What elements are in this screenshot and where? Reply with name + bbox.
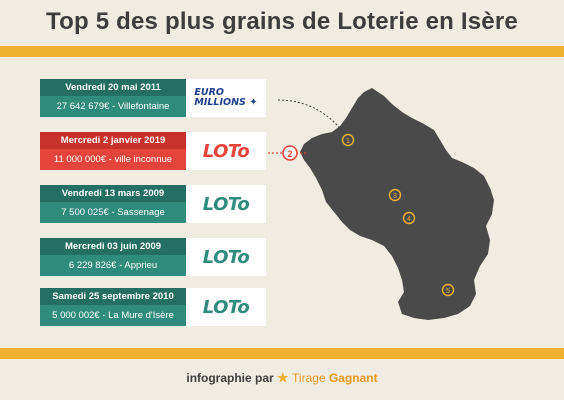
loto-logo: LOTo	[186, 288, 266, 326]
star-icon: ✦	[249, 97, 258, 108]
euromillions-logo: EURO MILLIONS ✦	[186, 79, 266, 117]
loto-logo-text: LOTo	[202, 140, 250, 162]
isere-region-shape	[300, 88, 494, 320]
top-divider-bar	[0, 46, 564, 57]
svg-text:5: 5	[446, 288, 450, 295]
loto-logo: LOTo	[186, 185, 266, 223]
svg-text:2: 2	[287, 149, 292, 159]
footer-prefix: infographie par	[186, 371, 274, 385]
card-date: Vendredi 20 mai 2011	[40, 79, 186, 96]
marker-1: 1	[341, 133, 355, 147]
marker-2: 2	[282, 145, 298, 161]
card-amount: 27 642 679€ - Villefontaine	[56, 101, 170, 112]
svg-text:4: 4	[407, 216, 411, 223]
euromillions-logo-line1: EURO	[194, 87, 224, 98]
card-date: Mercredi 03 juin 2009	[40, 238, 186, 255]
lottery-card-4: Mercredi 03 juin 2009 6 229 826€ - Appri…	[40, 238, 266, 276]
svg-text:1: 1	[346, 138, 350, 145]
card-amount: 5 000 002€ - La Mure d'Isère	[52, 310, 174, 321]
svg-text:3: 3	[393, 193, 397, 200]
footer-brand: Tirage Gagnant	[292, 371, 378, 385]
card-amount: 6 229 826€ - Apprieu	[68, 260, 158, 271]
star-icon: ★	[277, 370, 289, 385]
loto-logo-text: LOTo	[202, 193, 250, 215]
marker-4: 4	[402, 211, 416, 225]
card-amount: 7 500 025€ - Sassenage	[61, 207, 165, 218]
lottery-card-2: Mercredi 2 janvier 2019 11 000 000€ - vi…	[40, 132, 266, 170]
bottom-divider-bar	[0, 348, 564, 359]
lottery-card-3: Vendredi 13 mars 2009 7 500 025€ - Sasse…	[40, 185, 266, 223]
card-amount: 11 000 000€ - ville inconnue	[53, 154, 173, 165]
card-date: Vendredi 13 mars 2009	[40, 185, 186, 202]
footer-credit: infographie par ★ Tirage Gagnant	[0, 370, 564, 386]
lottery-card-1: Vendredi 20 mai 2011 27 642 679€ - Ville…	[40, 79, 266, 117]
loto-logo: LOTo	[186, 132, 266, 170]
loto-logo-text: LOTo	[202, 246, 250, 268]
loto-logo-text: LOTo	[202, 296, 250, 318]
page-title: Top 5 des plus grains de Loterie en Isèr…	[46, 8, 518, 35]
brand-part1: Tirage	[292, 371, 326, 385]
brand-part2: Gagnant	[328, 371, 378, 385]
lottery-card-5: Samedi 25 septembre 2010 5 000 002€ - La…	[40, 288, 266, 326]
marker-5: 5	[441, 283, 455, 297]
euromillions-logo-line2: MILLIONS	[194, 97, 246, 108]
loto-logo: LOTo	[186, 238, 266, 276]
connector-line-1	[277, 99, 347, 137]
card-date: Mercredi 2 janvier 2019	[40, 132, 186, 149]
marker-3: 3	[388, 188, 402, 202]
card-date: Samedi 25 septembre 2010	[40, 288, 186, 305]
